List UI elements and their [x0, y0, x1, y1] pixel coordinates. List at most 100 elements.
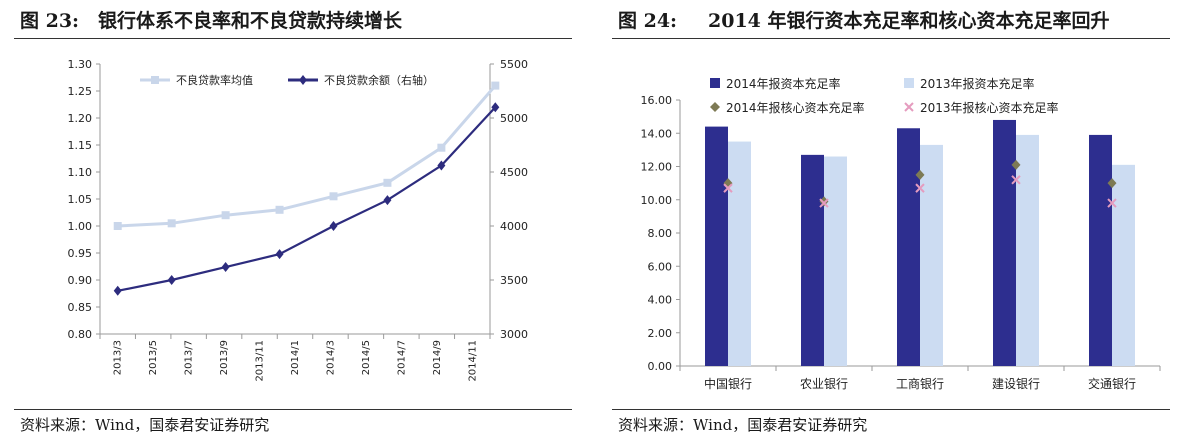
data-point-square [491, 81, 500, 90]
x-tick-label: 2013/9 [219, 340, 230, 375]
legend-marker-diamond [299, 75, 307, 85]
y-tick-label: 6.00 [648, 260, 673, 273]
figure-24-title-row: 图 24: 2014 年银行资本充足率和核心资本充足率回升 [612, 6, 1172, 36]
marker-x [915, 183, 925, 193]
data-point-square [167, 219, 176, 228]
figure-23-title: 银行体系不良率和不良贷款持续增长 [98, 10, 403, 32]
right-y-tick-label: 3000 [500, 328, 528, 341]
right-y-tick-label: 3500 [500, 274, 528, 287]
figure-23-number: 图 23: [20, 10, 80, 32]
left-y-tick-label: 1.25 [68, 85, 93, 98]
figure-23-source: 资料来源：Wind，国泰君安证券研究 [20, 416, 270, 434]
data-point-square [329, 192, 338, 201]
right-y-tick-label: 5000 [500, 112, 528, 125]
series-line-square [117, 84, 497, 228]
left-y-tick-label: 0.85 [68, 301, 93, 314]
y-tick-label: 0.00 [648, 360, 673, 373]
category-label: 农业银行 [800, 377, 848, 391]
x-tick-label: 2014/9 [432, 340, 443, 375]
legend-label: 2014年报核心资本充足率 [726, 100, 865, 115]
category-label: 建设银行 [992, 377, 1040, 391]
bar [1016, 134, 1039, 366]
y-tick-label: 2.00 [648, 327, 673, 340]
legend-label: 2014年报资本充足率 [726, 76, 841, 91]
legend-marker-diamond [710, 102, 720, 112]
left-y-tick-label: 0.95 [68, 247, 93, 260]
x-tick-label: 2014/1 [290, 340, 301, 375]
right-y-tick-label: 5500 [500, 58, 528, 71]
marker-diamond [1107, 178, 1117, 189]
legend-marker-x [904, 102, 914, 112]
bar [1112, 164, 1135, 366]
data-point-diamond [329, 221, 338, 231]
y-tick-label: 8.00 [648, 227, 673, 240]
x-tick-label: 2013/7 [184, 340, 195, 375]
data-point-square [383, 178, 392, 187]
left-y-tick-label: 1.30 [68, 58, 93, 71]
bar [824, 156, 847, 366]
data-point-diamond [113, 285, 122, 296]
x-tick-label: 2014/3 [325, 340, 336, 375]
category-label: 中国银行 [704, 376, 752, 391]
legend-marker-square [151, 76, 159, 84]
marker-x [1011, 175, 1021, 185]
category-label: 工商银行 [896, 376, 944, 391]
figure-23-panel: 图 23: 银行体系不良率和不良贷款持续增长 0.80 0.85 0.90 0.95 1… [0, 0, 580, 446]
marker-x [1107, 198, 1117, 208]
category-label: 交通银行 [1088, 376, 1136, 391]
figure-24-bottom-rule [612, 409, 1170, 410]
x-tick-label: 2013/3 [113, 340, 124, 375]
figure-24-title: 2014 年银行资本充足率和核心资本充足率回升 [708, 10, 1110, 32]
data-point-diamond [275, 249, 284, 260]
y-tick-label: 14.00 [641, 127, 673, 140]
left-y-tick-label: 1.10 [68, 166, 93, 179]
x-tick-label: 2014/5 [361, 340, 372, 375]
data-point-diamond [221, 262, 230, 273]
bar [1089, 134, 1112, 366]
bar [728, 141, 751, 366]
x-tick-label: 2014/11 [467, 340, 478, 382]
marker-diamond [915, 169, 925, 180]
legend-label: 不良贷款率均值 [176, 73, 253, 87]
figure-23-title-row: 图 23: 银行体系不良率和不良贷款持续增长 [14, 6, 574, 36]
legend-swatch-bar [904, 78, 914, 88]
bar [920, 144, 943, 366]
figure-24-panel: 图 24: 2014 年银行资本充足率和核心资本充足率回升 0.00 2.00 4.… [598, 0, 1178, 446]
figure-24-number: 图 24: [618, 10, 678, 32]
marker-x [723, 183, 733, 193]
legend-swatch-bar [710, 78, 720, 88]
left-y-tick-label: 1.15 [68, 139, 93, 152]
right-y-tick-label: 4500 [500, 166, 528, 179]
data-point-diamond [437, 160, 446, 171]
data-point-diamond [167, 275, 176, 285]
figure-24-bar-chart: 0.00 2.00 4.00 6.00 8.00 10.00 12.00 14.00 16.00… [641, 76, 1161, 391]
x-tick-label: 2014/7 [396, 340, 407, 375]
data-point-diamond [491, 102, 500, 113]
x-tick-label: 2013/11 [255, 340, 266, 382]
y-tick-label: 12.00 [641, 161, 673, 174]
bar [801, 154, 824, 366]
legend-label: 2013年报核心资本充足率 [920, 100, 1059, 115]
figure-23-top-rule [14, 38, 572, 39]
y-tick-label: 10.00 [641, 194, 673, 207]
right-y-tick-label: 4000 [500, 220, 528, 233]
left-y-tick-label: 1.05 [68, 193, 93, 206]
x-tick-label: 2013/5 [148, 340, 159, 375]
data-point-square [221, 211, 230, 220]
data-point-square [275, 205, 284, 214]
figure-24-source: 资料来源：Wind，国泰君安证券研究 [618, 416, 868, 434]
marker-x [819, 198, 829, 208]
left-y-tick-label: 0.80 [68, 328, 93, 341]
left-y-tick-label: 0.90 [68, 274, 93, 287]
figure-23-line-chart: 0.80 0.85 0.90 0.95 1.00 1.05 1.10 1.15 1.20 1.25… [68, 58, 529, 382]
data-point-square [437, 143, 446, 152]
left-y-tick-label: 1.00 [68, 220, 93, 233]
marker-diamond [1011, 159, 1021, 170]
figure-24-top-rule [612, 38, 1170, 39]
legend-label: 2013年报资本充足率 [920, 76, 1035, 91]
y-tick-label: 16.00 [641, 94, 673, 107]
y-tick-label: 4.00 [648, 294, 673, 307]
data-point-square [113, 222, 122, 230]
bar [897, 128, 920, 366]
legend-label: 不良贷款余额（右轴） [324, 73, 434, 87]
